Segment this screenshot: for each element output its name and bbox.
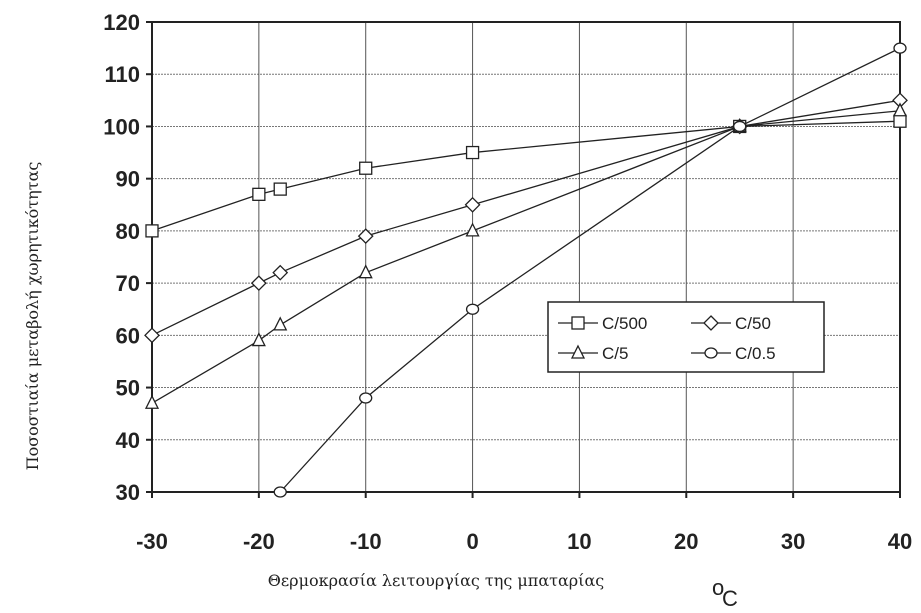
data-point-c-500 [465,145,480,160]
legend-marker-c-500 [571,316,585,330]
x-tick-label: -10 [350,529,382,554]
legend-item-c-50: C/50 [691,314,771,333]
legend-label-c-0-5: C/0.5 [735,344,776,363]
x-tick-label: 20 [674,529,698,554]
y-tick-label: 60 [116,323,140,348]
data-point-c-500 [359,161,373,175]
y-tick-label: 120 [103,10,140,35]
x-tick-label: 10 [567,529,591,554]
y-tick-label: 90 [116,167,140,192]
y-tick-label: 30 [116,480,140,505]
data-point-c-0-5 [733,120,747,133]
data-point-c-50 [250,275,267,292]
data-point-c-5 [144,394,160,409]
data-point-c-0-5 [359,392,373,404]
x-axis-unit-degree: o [712,575,724,600]
y-tick-label: 100 [103,114,140,139]
data-point-c-0-5 [273,486,287,498]
data-point-c-5 [892,102,908,117]
legend-label-c-5: C/5 [602,344,628,363]
data-point-c-5 [273,316,288,331]
legend-item-c-5: C/5 [558,344,628,363]
data-point-c-500 [893,114,907,128]
x-axis-unit: C [722,586,738,611]
x-tick-label: -20 [243,529,275,554]
data-point-c-50 [272,264,289,281]
legend-item-c-0-5: C/0.5 [691,344,776,363]
legend-marker-c-5 [570,344,586,359]
y-tick-label: 80 [116,219,140,244]
legend-label-c-50: C/50 [735,314,771,333]
legend-item-c-500: C/500 [558,314,647,333]
data-point-c-50 [144,327,160,344]
series-line-c-500 [151,120,901,232]
legend-marker-c-50 [703,315,719,331]
series-line-c-50 [151,99,901,336]
series-c-500 [145,114,907,238]
x-tick-label: 0 [466,529,478,554]
data-point-c-0-5 [893,42,907,54]
data-point-c-5 [358,264,373,279]
axis-ticks: 30 40 50 60 70 80 90 100 110 120 -30 -20 -10 0 10 20 30 4… [103,10,912,554]
series-c-0-5 [273,42,907,498]
series-layer [144,42,908,498]
legend-marker-c-0-5 [704,347,718,359]
x-tick-label: -30 [136,529,168,554]
y-tick-label: 50 [116,376,140,401]
x-axis-label: Θερμοκρασία λειτουργίας της μπαταρίας [268,571,604,590]
plot-area-frame [151,21,901,493]
data-point-c-0-5 [465,303,480,315]
data-point-c-5 [465,222,480,237]
data-point-c-5 [251,332,266,347]
y-axis-label: Ποσοστιαία μεταβολή χωρητικότητας [23,162,42,471]
legend: C/500 C/50 C/5 C/0.5 [547,301,825,373]
data-point-c-500 [273,182,287,196]
data-point-c-500 [252,187,266,201]
x-tick-label: 40 [888,529,912,554]
legend-box [547,301,825,373]
data-point-c-50 [464,196,481,213]
x-tick-label: 30 [781,529,805,554]
y-tick-label: 110 [105,62,141,87]
grid-lines [152,22,900,492]
y-tick-label: 70 [116,271,140,296]
legend-label-c-500: C/500 [602,314,647,333]
data-point-c-500 [145,224,159,238]
y-tick-label: 40 [116,428,140,453]
data-point-c-50 [357,228,374,245]
